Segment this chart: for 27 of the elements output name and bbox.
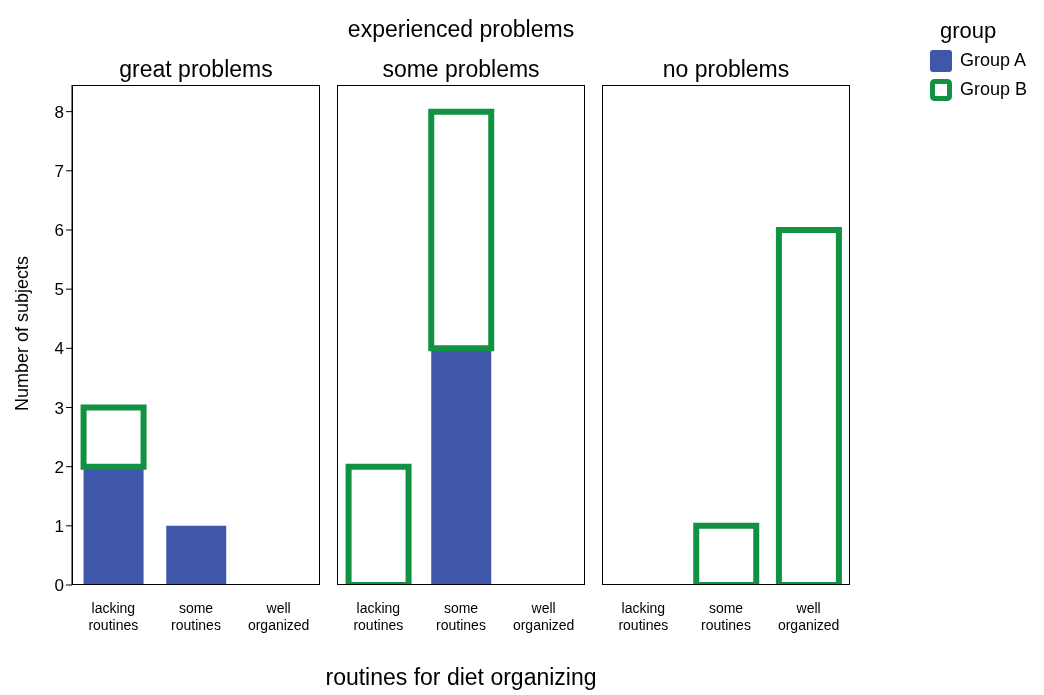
y-tick-label: 2 bbox=[54, 457, 64, 477]
legend-label: Group B bbox=[960, 79, 1028, 100]
x-tick-label: some routines bbox=[436, 600, 486, 633]
y-tick-label: 6 bbox=[54, 221, 64, 241]
x-tick-label: lacking routines bbox=[618, 600, 669, 633]
x-tick-label: well organized bbox=[777, 600, 840, 633]
y-tick-label: 7 bbox=[54, 161, 64, 181]
chart-title: no problems bbox=[661, 56, 791, 83]
x-tick-label: some routines bbox=[701, 600, 751, 633]
y-tick-label: 0 bbox=[54, 576, 64, 596]
legend-title: group bbox=[940, 18, 998, 44]
x-tick-label: lacking routines bbox=[88, 600, 139, 633]
x-tick-label: well organized bbox=[247, 600, 310, 633]
y-tick-label: 3 bbox=[54, 398, 64, 418]
y-tick-label: 8 bbox=[54, 102, 64, 122]
x-tick-label: well organized bbox=[512, 600, 575, 633]
y-tick-label: 4 bbox=[54, 339, 64, 359]
x-axis-title: routines for diet organizing bbox=[324, 664, 598, 691]
y-tick-label: 5 bbox=[54, 280, 64, 300]
y-tick-label: 1 bbox=[54, 516, 64, 536]
x-tick-label: lacking routines bbox=[353, 600, 404, 633]
text: experienced problems bbox=[346, 16, 576, 43]
chart-title: some problems bbox=[381, 56, 541, 83]
y-axis-title: Number of subjects bbox=[11, 254, 33, 414]
chart-title: great problems bbox=[118, 56, 274, 83]
x-tick-label: some routines bbox=[171, 600, 221, 633]
legend-label: Group A bbox=[960, 50, 1027, 71]
